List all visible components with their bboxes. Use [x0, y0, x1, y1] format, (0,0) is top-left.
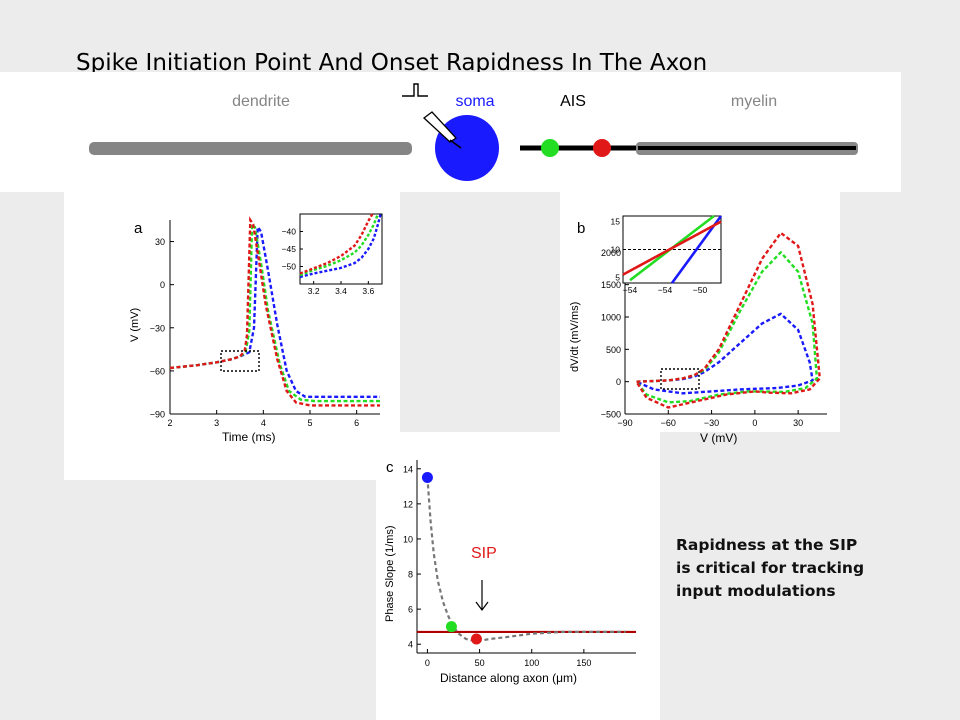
chart-c-ytick-label: 6 — [408, 605, 413, 615]
chart-c-ytick-label: 14 — [403, 464, 413, 474]
chart-c-point-blue — [421, 472, 433, 484]
chart-a-ytick-label: −60 — [150, 366, 165, 376]
chart-b-ytick-label: 1500 — [601, 280, 621, 290]
panel-b-letter: b — [577, 220, 585, 237]
chart-c-ytick-label: 12 — [403, 499, 413, 509]
chart-b-series-blue — [636, 312, 814, 395]
chart-b-xtick-label: −90 — [617, 418, 632, 428]
chart-b-inset-ytick-label: 5 — [615, 272, 620, 282]
chart-c-ylabel: Phase Slope (1/ms) — [384, 525, 396, 622]
chart-a-ytick-label: −90 — [150, 410, 165, 420]
chart-b-inset-xtick-label: −54 — [623, 285, 638, 295]
chart-a-xtick-label: 5 — [307, 418, 312, 428]
chart-c-point-green — [445, 621, 457, 633]
chart-b-zoom-box — [660, 368, 700, 390]
chart-a-inset-xtick-label: 3.2 — [308, 286, 320, 296]
neuron-schematic: dendrite soma AIS myelin — [0, 72, 901, 192]
dendrite-label: dendrite — [232, 93, 290, 110]
chart-b-ytick-label: 0 — [616, 377, 621, 387]
chart-a-inset-ytick-label: −45 — [282, 244, 297, 254]
chart-b-inset-series-red — [622, 220, 722, 276]
caption-line: Rapidness at the SIP — [676, 536, 858, 554]
soma-body — [435, 115, 499, 181]
figure-panel-a: a −90 −60 −30 0 30 2 3 4 5 6 Time (ms) V (mV) −5… — [64, 192, 400, 480]
chart-b-xtick-label: −30 — [704, 418, 719, 428]
chart-a-inset-xtick-label: 3.6 — [362, 286, 374, 296]
chart-c-xtick-label: 50 — [475, 658, 485, 668]
chart-a-ytick-label: 30 — [155, 237, 165, 247]
myelin-label: myelin — [731, 93, 777, 110]
panel-a-letter: a — [134, 220, 143, 237]
chart-a-xtick-label: 4 — [261, 418, 266, 428]
electrode-icon — [422, 111, 462, 149]
chart-b-inset-ytick-label: 10 — [611, 245, 621, 255]
chart-a-svg: a −90 −60 −30 0 30 2 3 4 5 6 Time (ms) V (mV) −5… — [129, 213, 383, 444]
chart-c-svg: c 4 6 8 10 12 14 0 50 100 150 Distance along axo… — [384, 459, 636, 685]
chart-c-ytick-label: 8 — [408, 570, 413, 580]
chart-b-inset-xtick-label: −50 — [693, 285, 708, 295]
caption-text: Rapidness at the SIP is critical for tra… — [676, 534, 916, 603]
chart-c-fit-curve — [426, 477, 626, 642]
chart-c-xtick-label: 150 — [576, 658, 591, 668]
chart-b-ytick-label: 1000 — [601, 313, 621, 323]
chart-a-inset-ytick-label: −40 — [282, 227, 297, 237]
chart-c-xtick-label: 0 — [425, 658, 430, 668]
sip-arrow-icon — [475, 580, 489, 611]
chart-a-ylabel: V (mV) — [129, 308, 141, 342]
chart-b-ylabel: dV/dt (mV/ms) — [569, 302, 581, 372]
chart-a-inset-series-red — [299, 213, 374, 275]
chart-a-inset-ytick-label: −50 — [282, 262, 297, 272]
chart-b-ytick-label: 2000 — [601, 248, 621, 258]
caption-line: is critical for tracking — [676, 559, 865, 577]
chart-a-zoom-box — [220, 350, 260, 372]
chart-c-point-red — [470, 633, 482, 645]
neuron-svg: dendrite soma AIS myelin — [89, 83, 858, 181]
chart-b-inset-ytick-label: 15 — [611, 217, 621, 227]
chart-b-ytick-label: 500 — [606, 345, 621, 355]
chart-c-xtick-label: 100 — [524, 658, 539, 668]
chart-a-ytick-label: −30 — [150, 323, 165, 333]
chart-a-ytick-label: 0 — [160, 280, 165, 290]
chart-a-xtick-label: 6 — [354, 418, 359, 428]
figure-panel-c: c 4 6 8 10 12 14 0 50 100 150 Distance along axo… — [376, 432, 660, 720]
chart-a-series-red — [169, 216, 380, 407]
chart-b-svg: b −500 0 500 1000 1500 2000 −90 −60 −30 0 30 V (m… — [569, 214, 827, 445]
chart-c-xlabel: Distance along axon (μm) — [440, 671, 577, 685]
green-marker — [541, 139, 559, 157]
dendrite-bar — [89, 142, 412, 155]
soma-label: soma — [455, 93, 494, 110]
chart-a-xtick-label: 2 — [167, 418, 172, 428]
slide-title: Spike Initiation Point And Onset Rapidne… — [76, 50, 708, 76]
chart-c-ytick-label: 4 — [408, 640, 413, 650]
red-marker — [593, 139, 611, 157]
chart-a-inset-xtick-label: 3.4 — [335, 286, 347, 296]
stimulus-pulse-icon — [402, 83, 428, 97]
figure-panel-b: b −500 0 500 1000 1500 2000 −90 −60 −30 0 30 V (m… — [560, 192, 840, 445]
ais-label: AIS — [560, 93, 586, 110]
caption-line: input modulations — [676, 582, 836, 600]
chart-b-inset-xtick-label: −54 — [658, 285, 673, 295]
chart-b-ytick-label: −500 — [601, 410, 621, 420]
chart-c-ytick-label: 10 — [403, 534, 413, 544]
chart-a-inset-series-blue — [299, 213, 382, 279]
chart-a-xlabel: Time (ms) — [222, 430, 276, 444]
chart-b-xtick-label: 0 — [752, 418, 757, 428]
chart-b-xtick-label: 30 — [793, 418, 803, 428]
sip-annotation-label: SIP — [471, 545, 497, 562]
chart-b-series-red — [635, 231, 821, 409]
chart-a-xtick-label: 3 — [214, 418, 219, 428]
chart-b-xtick-label: −60 — [661, 418, 676, 428]
panel-c-letter: c — [386, 459, 394, 476]
chart-b-xlabel: V (mV) — [700, 431, 737, 445]
